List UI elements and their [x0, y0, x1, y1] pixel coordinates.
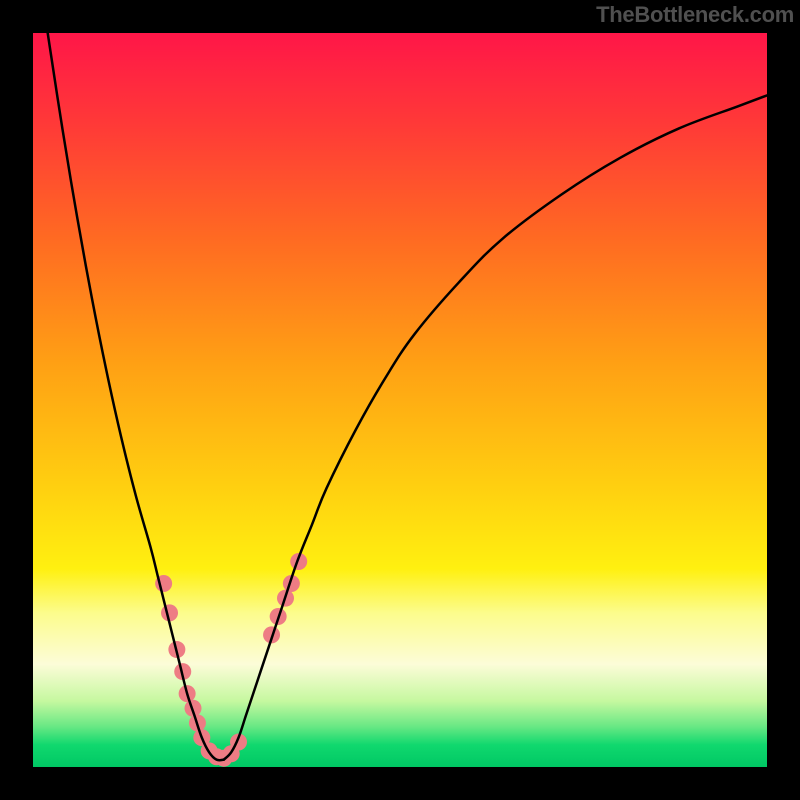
watermark-text: TheBottleneck.com: [596, 2, 794, 28]
left-curve: [48, 33, 224, 760]
right-curve: [224, 95, 767, 759]
plot-area: [33, 33, 767, 767]
curves-svg: [33, 33, 767, 767]
chart-container: TheBottleneck.com: [0, 0, 800, 800]
